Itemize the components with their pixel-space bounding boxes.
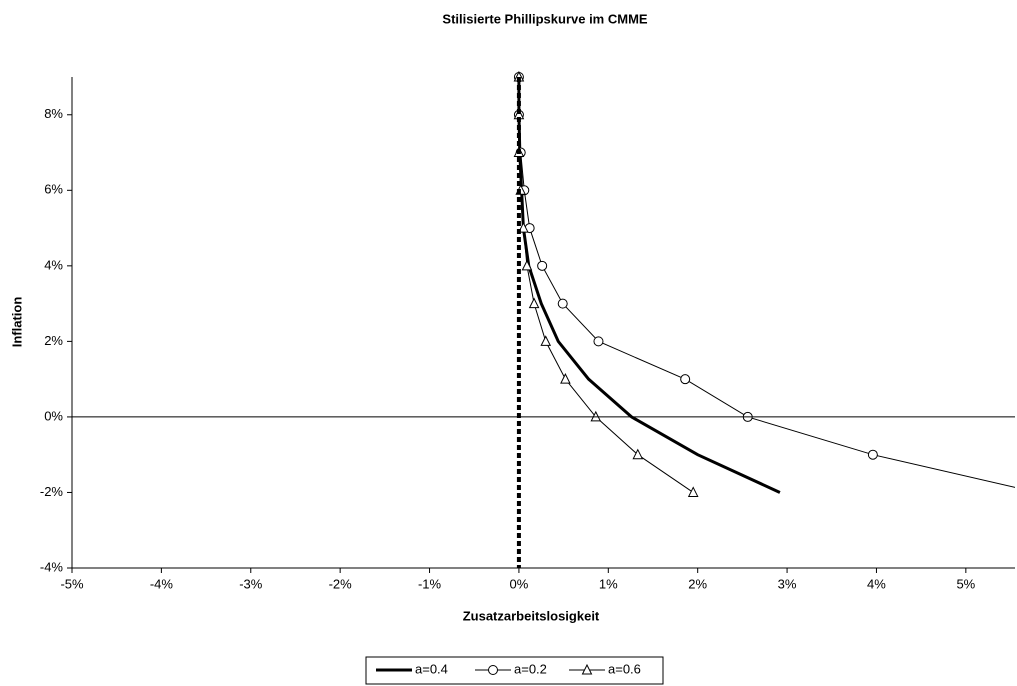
legend-label: a=0.6: [608, 661, 641, 676]
y-tick-label: 0%: [44, 408, 63, 423]
marker: [521, 259, 533, 271]
x-tick-label: 3%: [778, 576, 797, 591]
y-tick-label: -2%: [40, 484, 64, 499]
marker: [518, 221, 529, 233]
x-tick-label: -2%: [329, 576, 353, 591]
marker: [560, 373, 571, 384]
marker: [557, 298, 568, 309]
x-tick-label: 1%: [599, 576, 618, 591]
y-tick-label: 6%: [44, 182, 63, 197]
marker: [537, 260, 548, 271]
y-tick-label: -4%: [40, 559, 64, 574]
plot-area: [513, 70, 1015, 497]
marker: [581, 663, 593, 675]
x-tick-label: -1%: [418, 576, 442, 591]
legend-box: [365, 656, 664, 685]
marker: [687, 486, 699, 497]
marker: [632, 448, 644, 460]
x-tick-label: 0%: [510, 576, 529, 591]
x-tick-label: -5%: [60, 576, 84, 591]
x-tick-label: -4%: [150, 576, 174, 591]
y-tick-label: 2%: [44, 333, 63, 348]
marker: [593, 336, 604, 347]
x-tick-label: 4%: [867, 576, 886, 591]
marker: [488, 665, 498, 675]
marker: [528, 297, 540, 309]
chart-title: Stilisierte Phillipskurve im CMME: [442, 11, 647, 26]
x-axis-label: Zusatzarbeitslosigkeit: [463, 608, 600, 623]
x-tick-label: 5%: [956, 576, 975, 591]
marker: [867, 449, 878, 460]
series-line: [518, 77, 694, 493]
marker: [680, 374, 691, 385]
x-tick-label: -3%: [239, 576, 263, 591]
x-tick-label: 2%: [688, 576, 707, 591]
legend-label: a=0.2: [514, 661, 547, 676]
series-line: [517, 77, 781, 494]
legend-label: a=0.4: [415, 661, 448, 676]
y-axis-label: Inflation: [9, 297, 24, 348]
marker: [540, 335, 552, 346]
y-tick-label: 4%: [44, 257, 63, 272]
series-line: [518, 77, 1015, 488]
y-tick-label: 8%: [44, 106, 63, 121]
